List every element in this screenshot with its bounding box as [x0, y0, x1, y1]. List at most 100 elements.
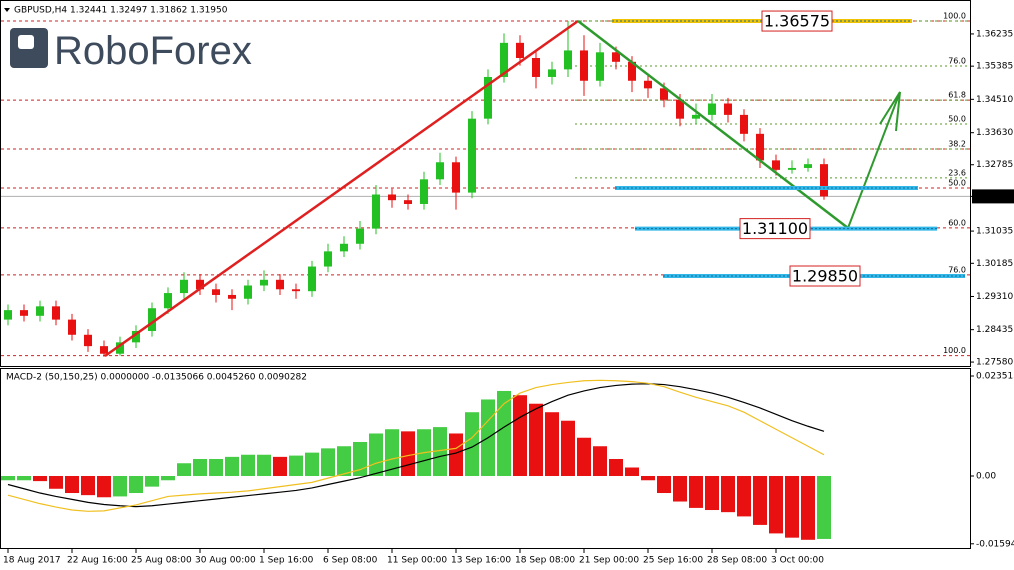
y-tick-label: 1.31035 [976, 227, 1013, 237]
histogram-bar [353, 441, 367, 477]
candle-body [596, 52, 604, 81]
x-tick-label: 18 Sep 08:00 [515, 556, 575, 566]
y-tick-label: 1.27580 [976, 358, 1013, 368]
histogram-bar [177, 463, 191, 477]
candle-body [724, 103, 732, 115]
target-label: 1.31100 [742, 219, 808, 238]
candle-body [468, 118, 476, 193]
candle-body [580, 50, 588, 81]
histogram-bar [769, 476, 783, 534]
histogram-bar [241, 454, 255, 477]
histogram-bar [689, 476, 703, 508]
candle-body [132, 330, 140, 343]
histogram-bar [625, 467, 639, 477]
x-tick-label: 6 Sep 08:00 [323, 556, 378, 566]
x-tick-label: 22 Aug 16:00 [67, 556, 128, 566]
uptrend-line [104, 19, 579, 358]
histogram-bar [257, 454, 271, 477]
fib-label: 60.0 [948, 218, 966, 227]
candle-body [388, 194, 396, 201]
y-tick-label: 1.32785 [976, 160, 1013, 170]
histogram-bar [465, 412, 479, 477]
candle-body [532, 58, 540, 77]
fib-label: 76.0 [948, 56, 966, 65]
histogram-bar [577, 437, 591, 477]
fib-label: 50.0 [948, 114, 966, 123]
candle-body [372, 194, 380, 229]
histogram-bar [561, 420, 575, 477]
candle-body [516, 42, 524, 59]
logo: RoboForex [10, 28, 252, 73]
histogram-bar [161, 476, 175, 481]
histogram-bar [657, 476, 671, 494]
histogram-bar [609, 458, 623, 477]
candle-body [356, 228, 364, 244]
candle-body [68, 319, 76, 335]
candle-body [404, 200, 412, 204]
histogram-bar [129, 476, 143, 494]
current-price-label: 1.31950 [976, 192, 1013, 202]
target-label: 1.29850 [792, 267, 858, 286]
fib-label: 50.0 [948, 179, 966, 188]
candle-body [20, 310, 28, 316]
candle-body [116, 342, 124, 354]
histogram-bar [289, 455, 303, 477]
indicator-header: MACD-2 (50,150,25) 0.0000000 -0.0135066 … [6, 373, 307, 383]
x-tick-label: 18 Aug 2017 [3, 556, 61, 566]
candle-body [244, 285, 252, 299]
histogram-bar [721, 476, 735, 513]
current-price-box [972, 189, 1014, 204]
histogram-bar [33, 476, 47, 482]
candle-body [692, 114, 700, 119]
histogram-bar [593, 446, 607, 477]
candle-body [196, 279, 204, 290]
y-tick-label: 1.28435 [976, 325, 1013, 335]
x-tick-label: 3 Oct 00:00 [771, 556, 824, 566]
candle-body [84, 334, 92, 347]
candle-body [36, 306, 44, 316]
y-tick-label: 0.00 [976, 472, 996, 482]
x-tick-label: 25 Sep 16:00 [643, 556, 703, 566]
histogram-bar [433, 427, 447, 477]
candle-body [612, 52, 620, 62]
histogram-bar [193, 458, 207, 477]
x-tick-label: 25 Aug 08:00 [131, 556, 192, 566]
y-tick-label: 0.023515 [976, 372, 1014, 382]
fib-label: 61.8 [948, 91, 966, 100]
plot-layer: 50.0 60.0 76.0 100.0 100.0 76.0 61.8 50.0 38.2 23… [1, 12, 1014, 566]
candle-body [340, 243, 348, 252]
fib-label: 38.2 [948, 139, 966, 148]
candle-body [52, 306, 60, 320]
candle-body [820, 164, 828, 197]
y-tick-label: 1.35385 [976, 62, 1013, 72]
candle-body [4, 310, 12, 320]
x-tick-label: 13 Sep 16:00 [451, 556, 511, 566]
histogram-bar [401, 431, 415, 477]
macd-line [7, 379, 825, 512]
histogram-bar [801, 476, 815, 540]
candle-body [628, 61, 636, 81]
candle-body [148, 308, 156, 331]
macd-line [7, 383, 825, 508]
candle-body [436, 162, 444, 180]
histogram-bar [817, 476, 831, 539]
histogram-bar [305, 452, 319, 477]
fib-label: 23.6 [948, 168, 966, 177]
symbol-menu-arrow[interactable] [4, 8, 10, 12]
candle-body [292, 289, 300, 292]
histogram-bar [385, 429, 399, 477]
y-tick-label: 1.36235 [976, 29, 1013, 39]
histogram-bar [705, 476, 719, 511]
histogram-bar [113, 476, 127, 497]
histogram-bar [673, 476, 687, 502]
logo-icon-hole [18, 35, 34, 49]
x-tick-label: 28 Sep 08:00 [707, 556, 767, 566]
histogram-bar [273, 456, 287, 477]
candle-body [548, 69, 556, 77]
target-box [789, 265, 861, 287]
histogram-bar [65, 476, 79, 494]
histogram-bar [81, 476, 95, 496]
candle-body [228, 294, 236, 299]
candle-body [180, 279, 188, 294]
